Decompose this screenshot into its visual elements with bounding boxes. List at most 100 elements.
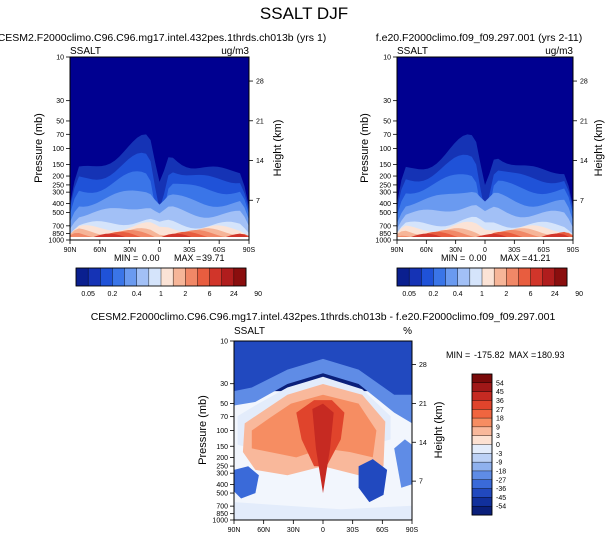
colorbar: 54 45 36 27 189 3 0 -3 -9-18 -27 -36 -45 -54 [471, 373, 506, 516]
y-tick-label: 70 [383, 132, 391, 139]
y-tick-label: 700 [216, 504, 228, 511]
y-tick-label: 10 [383, 55, 391, 62]
colorbar-frame [75, 267, 247, 287]
right-tick-label: 7 [256, 198, 260, 205]
colorbar-label: 6 [529, 291, 533, 298]
colorbar-label: 1 [159, 291, 163, 298]
colorbar: 0.05 0.2 0.4 1 2 6 24 90 [396, 267, 583, 298]
colorbar-label: -27 [496, 477, 506, 484]
colorbar-swatch [457, 267, 471, 287]
colorbar-label: 0.05 [81, 291, 95, 298]
y-tick-label: 500 [216, 491, 228, 498]
y-tick-label: 400 [379, 201, 391, 208]
field-contours [70, 134, 249, 240]
min-label: MIN = [114, 253, 138, 263]
colorbar-label: -36 [496, 486, 506, 493]
colorbar-swatch [471, 373, 493, 384]
max-label: MAX = [509, 350, 536, 360]
colorbar-swatch [530, 267, 544, 287]
y-tick-label: 10 [220, 339, 228, 346]
contour-band [234, 502, 412, 520]
colorbar-label: -3 [496, 451, 502, 458]
colorbar-swatch [471, 479, 493, 490]
panel-units: % [403, 326, 412, 337]
field-contours [397, 134, 573, 240]
colorbar-swatch [185, 267, 198, 287]
colorbar-frame [396, 267, 568, 287]
x-tick-label: 90S [567, 247, 580, 254]
colorbar-label: 90 [254, 291, 262, 298]
max-label: MAX = [174, 253, 201, 263]
x-tick-label: 30S [346, 527, 359, 534]
colorbar-swatch [421, 267, 434, 287]
panel-left-label: SSALT [234, 326, 265, 337]
colorbar-swatch [471, 417, 493, 428]
panel-left-label: SSALT [70, 46, 101, 57]
y-axis-label: Pressure (mb) [359, 113, 371, 183]
x-tick-label: 90N [228, 527, 241, 534]
x-tick-label: 60S [213, 247, 226, 254]
x-tick-label: 0 [483, 247, 487, 254]
x-tick-label: 60S [537, 247, 550, 254]
colorbar-swatch [471, 409, 493, 419]
y-tick-label: 100 [216, 428, 228, 435]
stats-line: MIN = 0.00 MAX = 39.71 [114, 253, 225, 263]
colorbar-swatch [209, 267, 223, 287]
max-value: 180.93 [537, 350, 565, 360]
y-tick-label: 150 [379, 162, 391, 169]
colorbar-swatch [471, 497, 493, 507]
y-tick-label: 10 [56, 55, 64, 62]
y-tick-label: 70 [56, 132, 64, 139]
colorbar-swatch [471, 488, 493, 498]
y-tick-label: 700 [379, 223, 391, 230]
panel-top-left: CESM2.F2000climo.C96.C96.mg17.intel.432p… [0, 32, 326, 298]
colorbar-swatch [75, 267, 89, 287]
colorbar-label: 3 [496, 433, 500, 440]
y-tick-label: 400 [216, 482, 228, 489]
panel-title: f.e20.F2000climo.f09_f09.297.001 (yrs 2-… [376, 32, 582, 44]
right-tick-label: 28 [580, 79, 588, 86]
y-tick-label: 200 [52, 174, 64, 181]
x-tick-label: 0 [321, 527, 325, 534]
colorbar-swatch [408, 267, 422, 287]
colorbar-label: 0.2 [108, 291, 118, 298]
y-axis-label: Pressure (mb) [33, 113, 45, 183]
right-axis-ticks: 28 21 14 7 [412, 362, 427, 486]
colorbar-label: 45 [496, 389, 504, 396]
contour-band [234, 358, 412, 424]
y-tick-label: 1000 [375, 238, 391, 245]
colorbar-label: 9 [496, 424, 500, 431]
x-tick-label: 30N [123, 247, 136, 254]
y-tick-label: 250 [216, 464, 228, 471]
panel-units: ug/m3 [221, 46, 249, 57]
y-tick-label: 30 [220, 381, 228, 388]
x-axis-ticks: 90N 60N 30N 0 30S 60S 90S [228, 520, 419, 534]
panel-top-right: f.e20.F2000climo.f09_f09.297.001 (yrs 2-… [359, 32, 605, 298]
max-label: MAX = [500, 253, 527, 263]
y-tick-label: 200 [379, 174, 391, 181]
colorbar-swatch [396, 267, 410, 287]
x-tick-label: 90N [64, 247, 77, 254]
x-tick-label: 90S [243, 247, 256, 254]
colorbar-frame [471, 373, 493, 516]
right-axis-ticks: 28 21 14 7 [249, 79, 264, 205]
colorbar-label: 2 [183, 291, 187, 298]
colorbar-swatch [197, 267, 211, 287]
right-axis-ticks: 28 21 14 7 [573, 79, 588, 205]
colorbar-label: 24 [551, 291, 559, 298]
plot-field [397, 57, 573, 240]
colorbar-label: 0 [496, 442, 500, 449]
colorbar-label: 18 [496, 416, 504, 423]
colorbar-swatch [136, 267, 150, 287]
max-value: 41.21 [528, 253, 551, 263]
colorbar-label: 0.05 [402, 291, 416, 298]
colorbar-swatch [471, 426, 493, 437]
right-tick-label: 28 [256, 79, 264, 86]
colorbar-label: -9 [496, 460, 502, 467]
panel-title: CESM2.F2000climo.C96.C96.mg17.intel.432p… [91, 311, 556, 323]
max-value: 39.71 [202, 253, 225, 263]
min-label: MIN = [441, 253, 465, 263]
y-tick-label: 850 [216, 511, 228, 518]
